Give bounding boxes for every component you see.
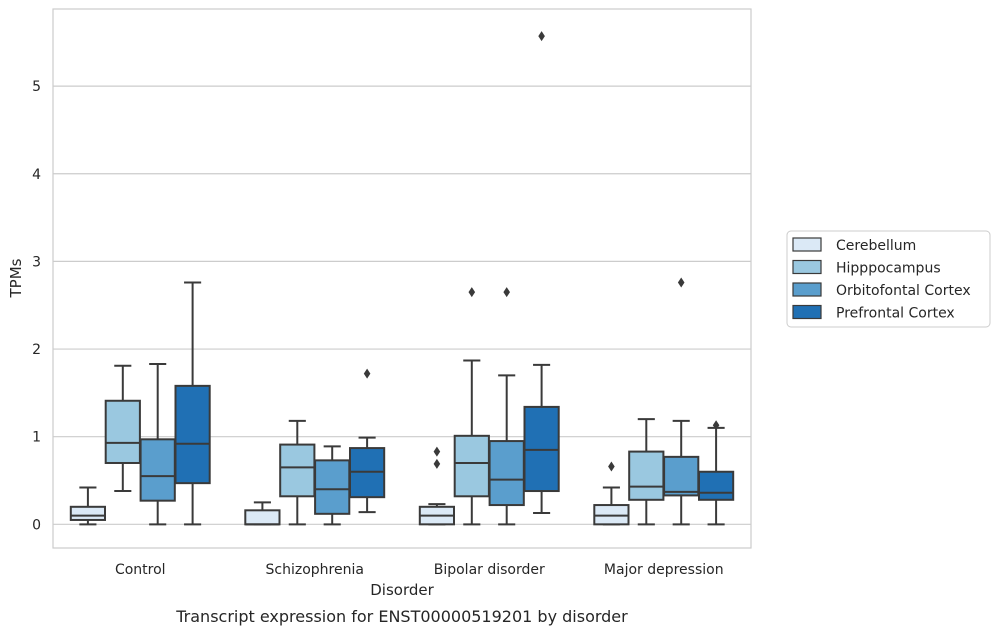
outlier-point xyxy=(503,287,510,298)
y-tick-label: 0 xyxy=(32,517,41,533)
y-tick-label: 1 xyxy=(32,430,41,446)
box-iqr xyxy=(174,384,211,485)
x-tick-labels: Control Schizophrenia Bipolar disorder Majo… xyxy=(115,562,724,578)
legend-swatch xyxy=(792,237,822,252)
legend-frame xyxy=(786,230,991,328)
box-iqr xyxy=(453,434,490,498)
chart-caption: Transcript expression for ENST0000051920… xyxy=(175,607,628,626)
outlier-point xyxy=(433,446,441,457)
y-tick-label: 2 xyxy=(32,342,41,358)
outlier-point xyxy=(468,287,476,298)
box-plot xyxy=(314,445,351,526)
x-tick-label: Schizophrenia xyxy=(266,562,364,578)
box-plot xyxy=(628,418,665,526)
box-plot xyxy=(244,501,281,526)
box-iqr xyxy=(279,443,316,498)
outlier-point xyxy=(538,31,545,42)
grid-lines xyxy=(53,85,751,525)
box-plot xyxy=(104,364,141,493)
box-plot xyxy=(488,287,525,526)
legend-swatch xyxy=(792,259,822,275)
box-iqr xyxy=(628,450,665,501)
x-tick-label: Major depression xyxy=(604,562,724,578)
box-plot xyxy=(593,461,630,526)
legend-swatch xyxy=(792,304,822,320)
box-iqr xyxy=(139,438,176,502)
legend-label: Cerebellum xyxy=(836,238,916,254)
outlier-point xyxy=(608,461,615,472)
box-plot xyxy=(418,446,456,526)
box-plot xyxy=(279,419,316,526)
box-iqr xyxy=(104,399,141,464)
y-tick-label: 5 xyxy=(32,79,41,95)
box-iqr xyxy=(314,459,351,515)
box-iqr xyxy=(244,509,281,526)
outlier-point xyxy=(363,368,371,379)
plot-frame xyxy=(52,8,752,549)
box-plot xyxy=(348,368,386,514)
y-tick-label: 4 xyxy=(32,167,41,183)
box-plot xyxy=(453,287,490,526)
legend-label: Hipppocampus xyxy=(836,261,941,277)
box-plot xyxy=(174,281,211,526)
box-plot xyxy=(523,31,560,514)
box-plot xyxy=(697,420,735,526)
x-tick-label: Control xyxy=(115,562,166,578)
legend: Cerebellum Hipppocampus Orbitofontal Corte… xyxy=(786,230,991,328)
box-iqr xyxy=(488,440,525,507)
y-tick-label: 3 xyxy=(32,254,41,270)
x-tick-label: Bipolar disorder xyxy=(434,562,545,578)
outlier-point xyxy=(712,420,720,431)
legend-label: Orbitofontal Cortex xyxy=(836,283,971,299)
box-iqr xyxy=(69,505,107,521)
box-iqr xyxy=(697,470,735,501)
y-axis-title: TPMs xyxy=(7,258,25,298)
legend-swatch xyxy=(792,282,822,297)
box-iqr xyxy=(663,455,700,497)
outlier-point xyxy=(677,277,685,288)
box-groups xyxy=(69,31,735,526)
legend-label: Prefrontal Cortex xyxy=(836,306,955,322)
box-plot xyxy=(663,277,700,526)
box-plot xyxy=(69,486,107,526)
outlier-point xyxy=(433,458,441,469)
x-axis-title: Disorder xyxy=(370,581,434,599)
y-tick-labels: 0 1 2 3 4 5 xyxy=(32,79,41,533)
